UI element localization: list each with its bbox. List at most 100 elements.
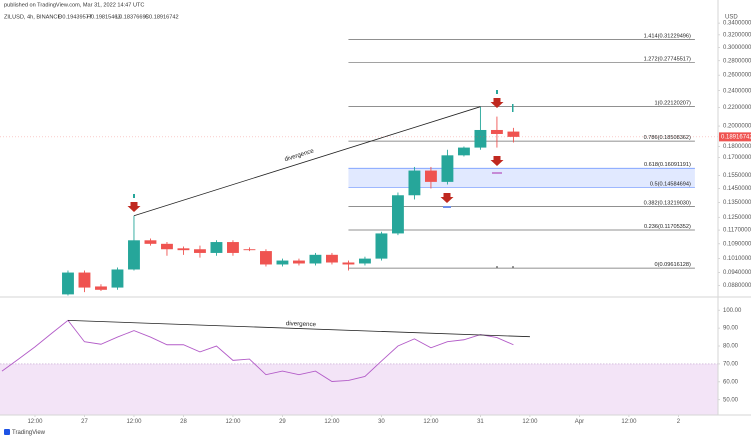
fib-label: 1.414(0.31229496) <box>644 34 691 40</box>
fib-label: 0(0.09616128) <box>655 262 692 268</box>
candle-body <box>111 269 124 288</box>
x-tick-label: 12:00 <box>324 419 340 425</box>
price-pane: 1.414(0.31229496) 1.272(0.27745517) 1(0.22… <box>0 21 751 425</box>
candle-body <box>326 254 338 263</box>
fib-label: 0.786(0.18508362) <box>644 135 691 141</box>
candle-body <box>62 272 74 295</box>
x-tick-label: 12:00 <box>621 419 637 425</box>
fib-label: 1(0.22120207) <box>655 100 692 106</box>
signal-marker <box>443 206 451 208</box>
last-price-label: 0.18916742 <box>721 134 751 140</box>
signal-arrow <box>490 98 504 108</box>
candle-body <box>441 155 454 182</box>
candle-body <box>144 240 157 244</box>
signal-arrow <box>440 193 454 203</box>
candle-body <box>243 249 256 251</box>
y-tick-label: 70.00 <box>723 362 739 368</box>
y-tick-label: 60.00 <box>723 379 739 385</box>
candle-body <box>161 243 173 250</box>
y-tick-label: 80.00 <box>723 344 739 350</box>
trendline <box>67 319 530 338</box>
fib-label: 0.382(0.13219030) <box>644 200 691 206</box>
candle-body <box>227 242 239 253</box>
candle-body <box>177 248 190 251</box>
candle-body <box>309 254 322 264</box>
x-tick-label: 12:00 <box>27 419 43 425</box>
fib-label: 0.5(0.14584694) <box>650 181 691 187</box>
signal-marker <box>492 172 502 174</box>
trendline-label: divergence <box>286 320 317 328</box>
signal-marker <box>496 266 498 268</box>
signal-marker <box>512 104 514 112</box>
signal-arrow <box>490 156 504 166</box>
x-tick-label: 30 <box>378 419 385 425</box>
candle-body <box>457 147 470 156</box>
signal-arrow <box>127 202 141 212</box>
candle-body <box>359 258 371 264</box>
y-tick-label: 0.08800000 <box>723 283 751 289</box>
candle-body <box>260 251 272 265</box>
candle-body <box>507 131 520 137</box>
rsi-pane: 100.00 90.00 80.00 70.00 60.00 50.00 divergenc… <box>0 308 742 415</box>
chart-layers: 1.414(0.31229496) 1.272(0.27745517) 1(0.22… <box>0 21 751 425</box>
symbol: ZILUSD, 4h, BINANCE <box>4 14 61 20</box>
trendline-label: divergence <box>284 147 316 163</box>
y-tick-label: 90.00 <box>723 326 739 332</box>
signal-marker <box>133 194 135 198</box>
signal-marker <box>496 90 498 94</box>
x-tick-label: 12:00 <box>423 419 439 425</box>
signal-marker <box>512 266 514 268</box>
candle-body <box>194 249 206 253</box>
x-tick-label: 2 <box>677 419 681 425</box>
candle-body <box>408 170 421 196</box>
x-tick-label: 12:00 <box>225 419 241 425</box>
y-tick-label: 50.00 <box>723 397 739 403</box>
ohlc-open: O0.19439577 <box>58 14 92 20</box>
x-tick-label: Apr <box>575 419 584 425</box>
x-tick-label: 12:00 <box>522 419 538 425</box>
last-price-box <box>719 132 751 142</box>
fib-label: 1.272(0.27745517) <box>644 57 691 63</box>
candle-body <box>391 195 404 234</box>
rsi-band <box>0 363 718 415</box>
fib-band <box>348 168 695 188</box>
candle-body <box>95 286 107 290</box>
x-tick-label: 29 <box>279 419 286 425</box>
candle-body <box>490 129 503 134</box>
candle-body <box>210 242 223 253</box>
ohlc-close: C0.18916742 <box>145 14 179 20</box>
ohlc-low: L0.18376695 <box>116 14 149 20</box>
y-tick-label: 100.00 <box>723 308 742 314</box>
candle-body <box>78 272 91 288</box>
rsi-line <box>1 319 514 382</box>
fib-label: 0.236(0.11705352) <box>644 224 691 230</box>
candle-body <box>375 233 388 259</box>
x-tick-label: 27 <box>81 419 88 425</box>
x-tick-label: 12:00 <box>126 419 142 425</box>
candle-body <box>128 240 140 270</box>
candle-body <box>342 262 355 265</box>
x-tick-label: 31 <box>477 419 484 425</box>
candle-body <box>474 129 487 148</box>
ohlc-high: H0.19815463 <box>87 14 121 20</box>
fib-label: 0.618(0.16091191) <box>644 162 691 168</box>
candle-body <box>424 170 437 182</box>
candle-body <box>276 260 289 265</box>
